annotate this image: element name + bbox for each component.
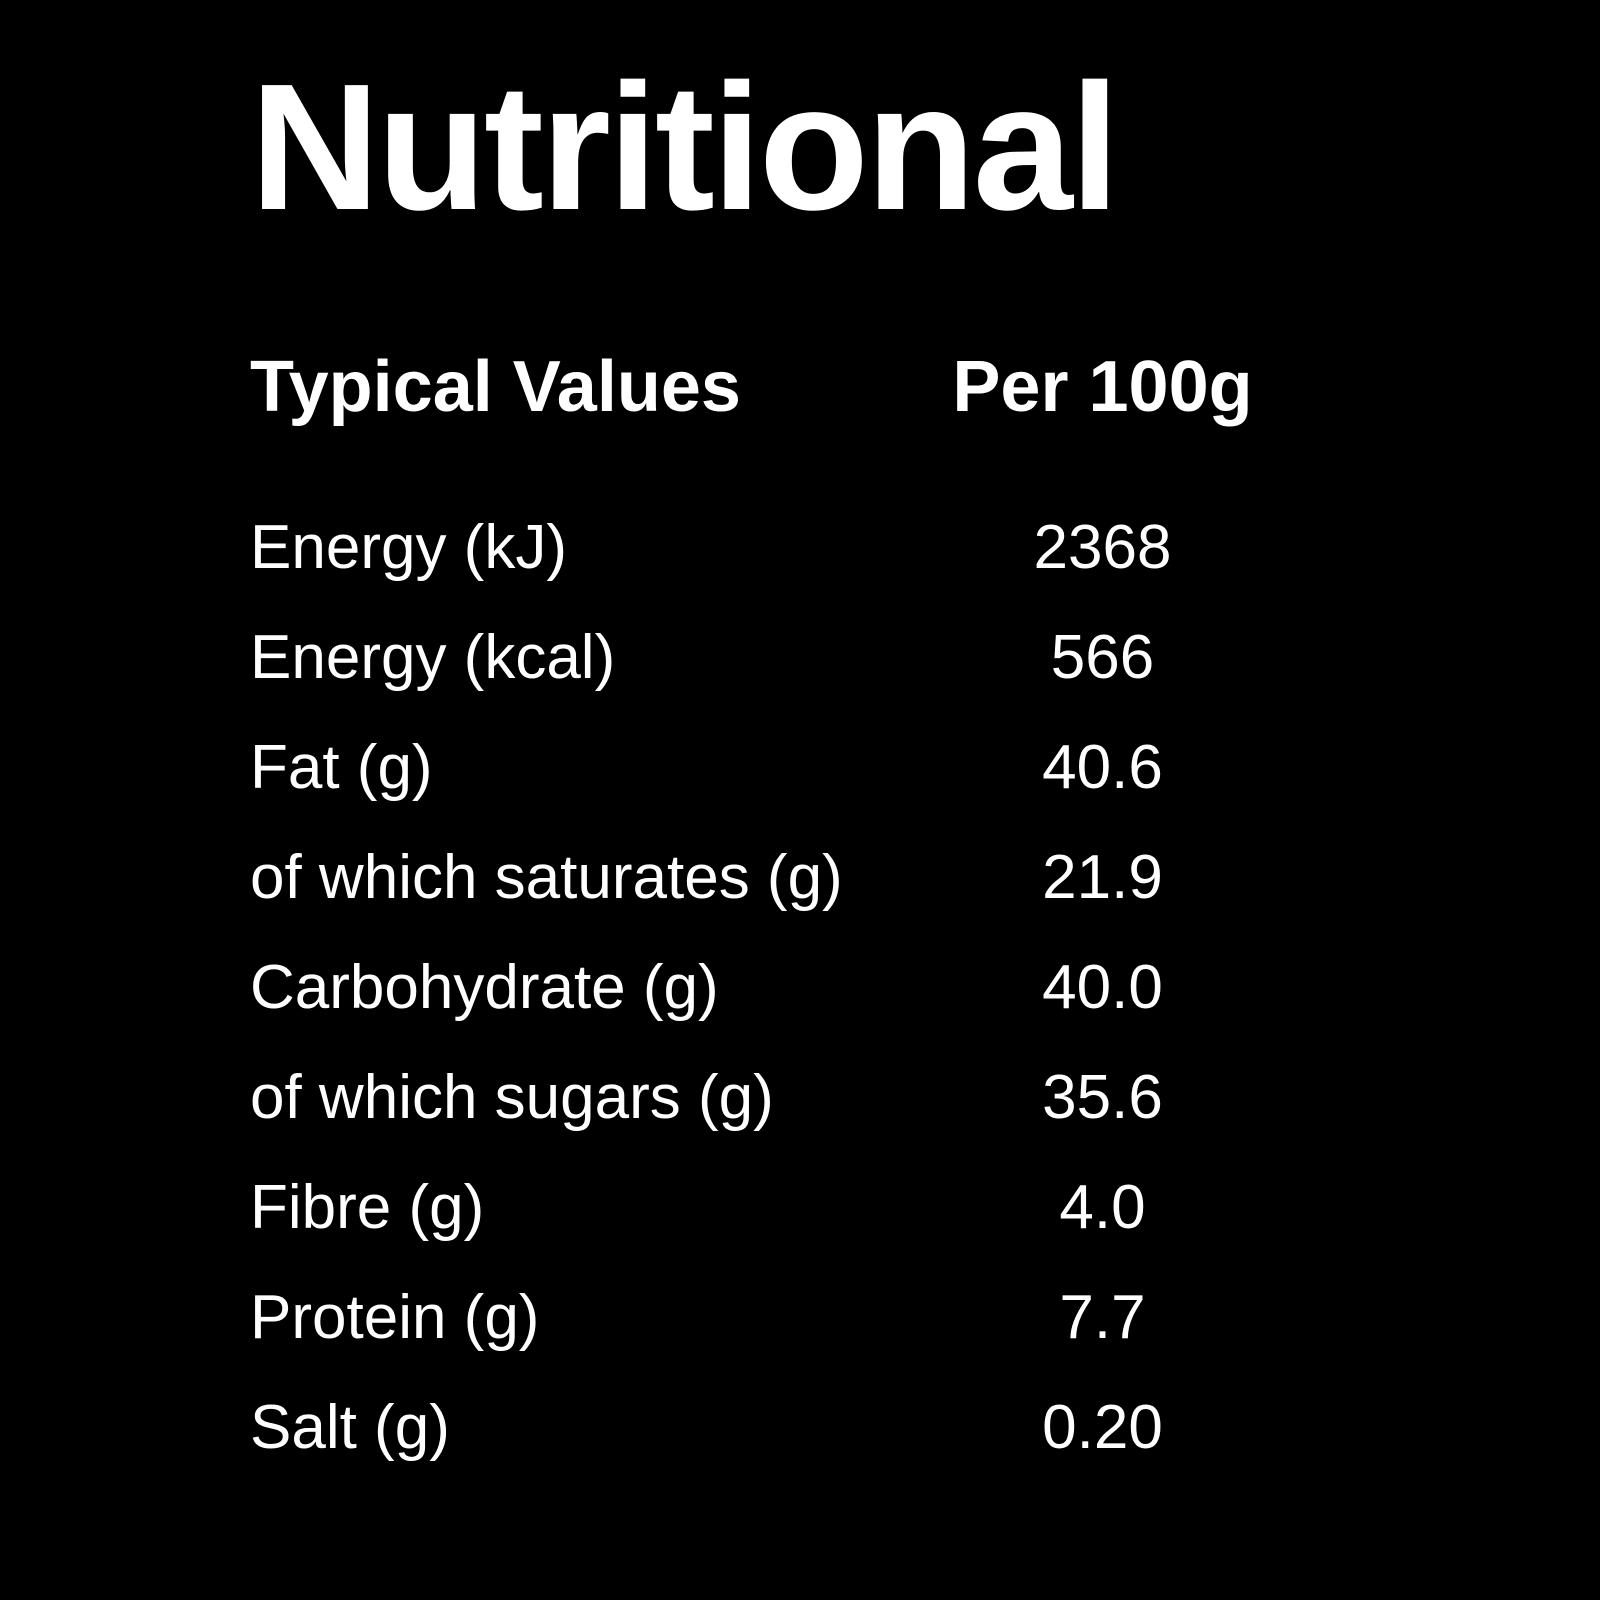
row-value: 7.7 — [1059, 1282, 1146, 1352]
page-title: Nutritional — [250, 47, 1120, 248]
table-row-sugars: of which sugars (g) 35.6 — [250, 1042, 1280, 1152]
table-row-salt: Salt (g) 0.20 — [250, 1372, 1280, 1482]
row-label: Energy (kcal) — [250, 622, 616, 692]
row-value: 40.0 — [1042, 952, 1163, 1022]
column-header-per-100g: Per 100g — [952, 347, 1253, 427]
table-row-protein: Protein (g) 7.7 — [250, 1262, 1280, 1372]
row-label: of which saturates (g) — [250, 842, 843, 912]
row-label: Carbohydrate (g) — [250, 952, 719, 1022]
row-value: 566 — [1050, 622, 1155, 692]
row-label: of which sugars (g) — [250, 1062, 774, 1132]
row-label: Fat (g) — [250, 732, 433, 802]
row-value: 4.0 — [1059, 1172, 1146, 1242]
table-row-energy-kj: Energy (kJ) 2368 — [250, 492, 1280, 602]
table-row-saturates: of which saturates (g) 21.9 — [250, 822, 1280, 932]
table-row-fibre: Fibre (g) 4.0 — [250, 1152, 1280, 1262]
table-header-row: Typical Values Per 100g — [250, 332, 1280, 442]
row-value: 35.6 — [1042, 1062, 1163, 1132]
table-row-carbohydrate: Carbohydrate (g) 40.0 — [250, 932, 1280, 1042]
table-row-fat: Fat (g) 40.6 — [250, 712, 1280, 822]
table-row-energy-kcal: Energy (kcal) 566 — [250, 602, 1280, 712]
row-label: Protein (g) — [250, 1282, 540, 1352]
row-value: 0.20 — [1042, 1392, 1163, 1462]
nutrition-table: Typical Values Per 100g Energy (kJ) 2368… — [250, 332, 1280, 1482]
column-header-typical-values: Typical Values — [250, 347, 741, 427]
row-value: 2368 — [1033, 512, 1172, 582]
row-value: 40.6 — [1042, 732, 1163, 802]
row-label: Fibre (g) — [250, 1172, 485, 1242]
row-value: 21.9 — [1042, 842, 1163, 912]
row-label: Salt (g) — [250, 1392, 450, 1462]
row-label: Energy (kJ) — [250, 512, 567, 582]
